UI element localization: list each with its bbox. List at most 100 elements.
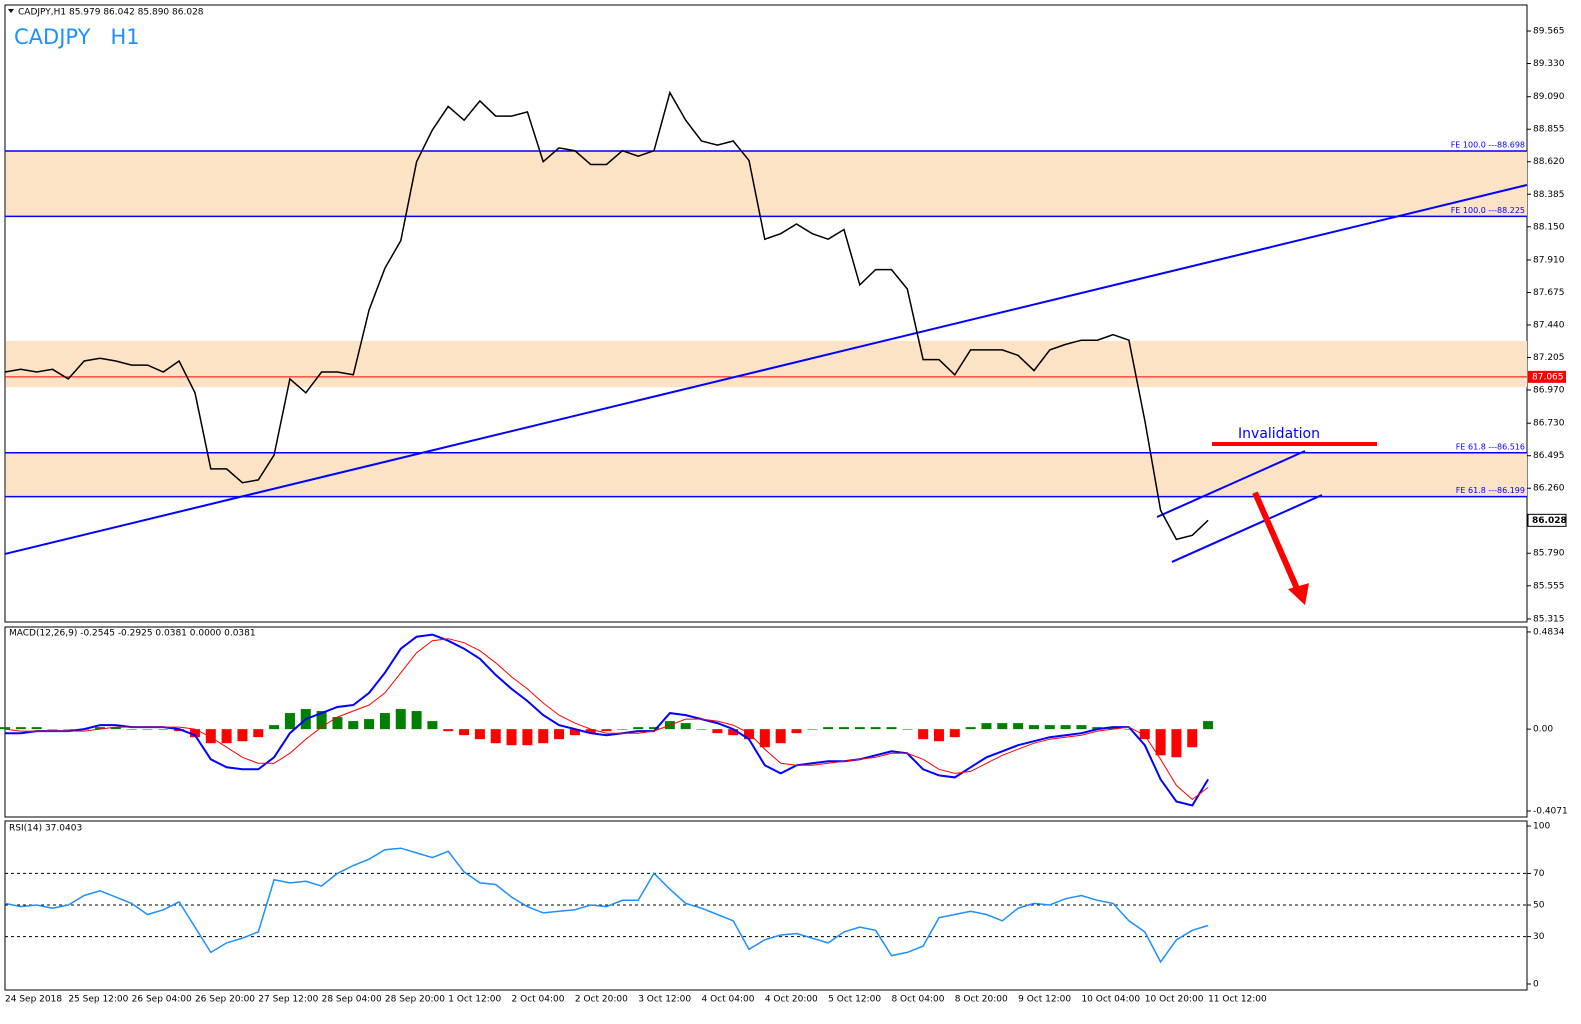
x-tick-label: 2 Oct 20:00 <box>575 995 628 1005</box>
y-tick-label: 85.790 <box>1533 549 1565 559</box>
histogram-bar <box>427 721 438 730</box>
macd-panel <box>4 626 1528 818</box>
x-tick-label: 10 Oct 20:00 <box>1145 995 1204 1005</box>
y-tick-label: 88.620 <box>1533 157 1565 167</box>
histogram-bar <box>902 729 913 730</box>
histogram-bar <box>617 729 628 730</box>
x-tick-label: 1 Oct 12:00 <box>448 995 501 1005</box>
histogram-bar <box>411 711 422 730</box>
arrow <box>1252 491 1302 595</box>
histogram-bar <box>237 729 248 742</box>
histogram-bar <box>459 729 470 736</box>
x-tick-label: 8 Oct 04:00 <box>891 995 944 1005</box>
histogram-bar <box>31 727 42 730</box>
histogram-bar <box>981 723 992 730</box>
y-tick-label: 86.730 <box>1533 419 1565 429</box>
x-tick-label: 10 Oct 04:00 <box>1081 995 1140 1005</box>
y-tick-label: 88.150 <box>1533 222 1565 232</box>
histogram-bar <box>379 713 390 730</box>
trendline <box>1171 494 1323 563</box>
macd-header: MACD(12,26,9) -0.2545 -0.2925 0.0381 0.0… <box>9 629 256 639</box>
histogram-bar <box>1108 727 1119 730</box>
histogram-bar <box>807 729 818 730</box>
macd-line <box>4 638 1209 801</box>
histogram-bar <box>854 727 865 730</box>
x-tick-label: 9 Oct 12:00 <box>1018 995 1071 1005</box>
y-tick-label: 89.090 <box>1533 92 1565 102</box>
x-tick-label: 26 Sep 04:00 <box>132 995 192 1005</box>
histogram-bar <box>15 727 26 730</box>
histogram-bar <box>775 729 786 744</box>
histogram-bar <box>221 729 232 744</box>
x-tick-label: 11 Oct 12:00 <box>1208 995 1267 1005</box>
zone <box>6 452 1527 497</box>
last-price-label: 86.028 <box>1532 516 1567 526</box>
histogram-bar <box>838 727 849 730</box>
layer: FE 100.0 ---88.698 FE 100.0 ---88.225 FE 6… <box>0 27 1568 1005</box>
y-tick-label: 87.440 <box>1533 320 1565 330</box>
histogram-bar <box>189 729 200 738</box>
histogram-bar <box>1028 725 1039 730</box>
histogram-bar <box>870 727 881 730</box>
histogram-bar <box>348 721 359 730</box>
histogram-bar <box>332 717 343 730</box>
histogram-bar <box>1060 725 1071 730</box>
x-tick-label: 28 Sep 20:00 <box>385 995 445 1005</box>
y-tick-label: 30 <box>1533 932 1545 942</box>
histogram-bar <box>680 723 691 730</box>
x-tick-label: 27 Sep 12:00 <box>258 995 318 1005</box>
histogram-bar <box>823 727 834 730</box>
histogram-bar <box>933 729 944 742</box>
histogram-bar <box>538 729 549 744</box>
histogram-bar <box>886 727 897 730</box>
price-line-box <box>1528 370 1566 383</box>
trendline <box>1156 450 1306 518</box>
y-tick-label: 87.675 <box>1533 288 1565 298</box>
histogram-bar <box>284 713 295 730</box>
histogram-bar <box>490 729 501 744</box>
histogram-bar <box>94 727 105 730</box>
histogram-bar <box>696 729 707 730</box>
menu-arrow <box>8 9 14 13</box>
x-tick-label: 5 Oct 12:00 <box>828 995 881 1005</box>
x-tick-label: 28 Sep 04:00 <box>322 995 382 1005</box>
histogram-bar <box>126 729 137 730</box>
histogram-bar <box>759 729 770 748</box>
histogram-bar <box>63 729 74 730</box>
histogram-bar <box>585 729 596 734</box>
histogram-bar <box>744 729 755 740</box>
y-tick-label: 87.205 <box>1533 353 1565 363</box>
x-tick-label: 4 Oct 04:00 <box>702 995 755 1005</box>
histogram-bar <box>649 727 660 730</box>
histogram-bar <box>1203 721 1214 730</box>
fib-label: FE 100.0 ---88.698 <box>1451 140 1525 149</box>
y-tick-label: 70 <box>1533 869 1545 879</box>
fib-label: FE 61.8 ---86.199 <box>1456 486 1525 495</box>
histogram-bar <box>554 729 565 740</box>
y-tick-label: 0 <box>1533 979 1539 989</box>
histogram-bar <box>1123 729 1134 730</box>
y-tick-label: 85.315 <box>1533 614 1565 624</box>
fib-label: FE 100.0 ---88.225 <box>1451 206 1525 215</box>
y-tick-label: -0.4071 <box>1533 806 1568 816</box>
histogram-bar <box>522 729 533 746</box>
histogram-bar <box>1187 729 1198 748</box>
arrow-head <box>1288 583 1309 606</box>
histogram-bar <box>949 729 960 738</box>
histogram-bar <box>633 727 644 730</box>
zone <box>6 340 1527 388</box>
x-tick-label: 25 Sep 12:00 <box>68 995 128 1005</box>
histogram-bar <box>316 711 327 730</box>
price-panel <box>4 4 1528 623</box>
y-tick-label: 85.555 <box>1533 581 1565 591</box>
histogram-bar <box>474 729 485 740</box>
y-tick-label: 50 <box>1533 901 1545 911</box>
histogram-bar <box>364 719 375 730</box>
price-line-label: 87.065 <box>1532 372 1564 382</box>
histogram-bar <box>918 729 929 740</box>
histogram-bar <box>791 729 802 734</box>
histogram-bar <box>1076 725 1087 730</box>
fib-label: FE 61.8 ---86.516 <box>1456 442 1525 451</box>
histogram-bar <box>269 725 280 730</box>
